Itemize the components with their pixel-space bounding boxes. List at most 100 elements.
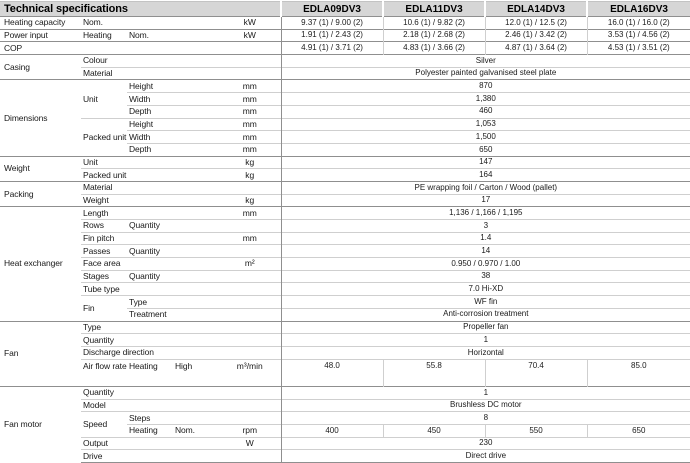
unit-label: mm: [219, 79, 282, 93]
spec-label: Packed unit: [81, 168, 219, 182]
table-row: Fin Type WF fin: [0, 295, 690, 321]
spec-value: 1,053: [280, 117, 690, 131]
spec-label: Type: [127, 295, 219, 309]
spec-value: 1,136 / 1,166 / 1,195: [280, 206, 690, 220]
spec-value: 550: [484, 424, 588, 438]
spec-value: 85.0: [586, 358, 690, 387]
spec-label: Width: [127, 130, 219, 144]
spec-label: Weight: [81, 193, 219, 207]
table-row: Casing Colour Silver: [0, 54, 690, 80]
spec-label: Heating: [81, 28, 127, 42]
spec-label: Packed unit: [81, 117, 127, 157]
spec-label: Heating: [127, 424, 173, 438]
spec-value: Anti-corrosion treatment: [280, 307, 690, 321]
spec-label: Height: [127, 117, 219, 131]
unit-label: kg: [219, 168, 282, 182]
unit-label: [219, 269, 282, 283]
table-row: Stages Quantity 38: [0, 269, 690, 283]
unit-label: [219, 66, 282, 80]
unit-label: [219, 385, 282, 400]
spec-value: 10.6 (1) / 9.82 (2): [382, 16, 486, 30]
spec-label: Type: [81, 320, 219, 334]
spec-label: Nom.: [81, 16, 219, 30]
spec-label: Output: [81, 436, 219, 450]
spec-value: 4.53 (1) / 3.51 (2): [586, 41, 690, 55]
unit-label: [219, 398, 282, 412]
category-label: Power input: [0, 28, 81, 42]
spec-value: 870: [280, 79, 690, 93]
model-header-edla14dv3: EDLA14DV3: [484, 1, 588, 17]
spec-label: Quantity: [127, 219, 219, 233]
spec-value: 650: [586, 424, 690, 438]
spec-label: Material: [81, 180, 219, 195]
unit-label: mm: [219, 130, 282, 144]
spec-label: Quantity: [81, 333, 219, 347]
spec-value: Brushless DC motor: [280, 398, 690, 412]
spec-value: 650: [280, 142, 690, 157]
table-row: Face area m² 0.950 / 0.970 / 1.00: [0, 257, 690, 271]
spec-value: 1.4: [280, 231, 690, 245]
spec-label: Quantity: [81, 385, 219, 400]
table-row: Packed unit kg 164: [0, 168, 690, 182]
spec-label: Discharge direction: [81, 345, 219, 360]
table-row: Fan motor Quantity 1: [0, 385, 690, 463]
spec-value: 2.18 (1) / 2.68 (2): [382, 28, 486, 42]
spec-label: Colour: [81, 54, 219, 68]
unit-label: kg: [219, 155, 282, 169]
table-row: Packing Material PE wrapping foil / Carton…: [0, 180, 690, 207]
unit-label: mm: [219, 231, 282, 245]
category-label: COP: [0, 41, 81, 55]
spec-label: Nom.: [127, 28, 219, 42]
unit-label: W: [219, 436, 282, 450]
unit-label: [219, 41, 282, 55]
unit-label: m²: [219, 257, 282, 271]
spec-label: Steps: [127, 411, 219, 425]
unit-label: mm: [219, 117, 282, 131]
unit-label: mm: [219, 206, 282, 220]
spec-value: PE wrapping foil / Carton / Wood (pallet…: [280, 180, 690, 195]
spec-label: Face area: [81, 257, 219, 271]
model-header-edla11dv3: EDLA11DV3: [382, 1, 486, 17]
spec-table-body: Heating capacity Nom. kW 9.37 (1) / 9.00 (2…: [0, 16, 690, 463]
spec-value: 1,380: [280, 92, 690, 106]
table-row: Packed unit Height mm 1,053: [0, 117, 690, 157]
table-row: Heating Nom. rpm 400 450 550 650: [0, 424, 690, 438]
table-row: Output W 230: [0, 436, 690, 450]
spec-label: Unit: [81, 79, 127, 118]
spec-value: 16.0 (1) / 16.0 (2): [586, 16, 690, 30]
spec-label: Model: [81, 398, 219, 412]
category-label: Heating capacity: [0, 16, 81, 30]
unit-label: [219, 180, 282, 195]
category-label: Weight: [0, 155, 81, 182]
table-title: Technical specifications: [0, 1, 282, 17]
model-header-edla09dv3: EDLA09DV3: [280, 1, 384, 17]
spec-label: Stages: [81, 269, 127, 283]
spec-value: 450: [382, 424, 486, 438]
unit-label: [219, 282, 282, 296]
table-row: Heating capacity Nom. kW 9.37 (1) / 9.00 (2…: [0, 16, 690, 30]
spec-value: 1.91 (1) / 2.43 (2): [280, 28, 384, 42]
spec-label: Speed: [81, 411, 127, 438]
table-row: Passes Quantity 14: [0, 244, 690, 258]
spec-label: Length: [81, 206, 219, 220]
category-label: Heat exchanger: [0, 206, 81, 321]
spec-value: Horizontal: [280, 345, 690, 360]
spec-label: High: [173, 358, 219, 387]
spec-value: Polyester painted galvanised steel plate: [280, 66, 690, 80]
spec-label: Width: [127, 92, 219, 106]
spec-value: 1: [280, 385, 690, 400]
spec-value: 8: [280, 411, 690, 425]
unit-label: [219, 333, 282, 347]
unit-label: [219, 345, 282, 360]
unit-label: mm: [219, 104, 282, 118]
table-row: Rows Quantity 3: [0, 219, 690, 233]
spec-value: 0.950 / 0.970 / 1.00: [280, 257, 690, 271]
table-row: Material Polyester painted galvanised ste…: [0, 66, 690, 80]
spec-value: 7.0 Hi-XD: [280, 282, 690, 296]
spec-value: 460: [280, 104, 690, 118]
table-row: Weight Unit kg 147: [0, 155, 690, 182]
table-row: Model Brushless DC motor: [0, 398, 690, 412]
unit-label: [219, 411, 282, 425]
